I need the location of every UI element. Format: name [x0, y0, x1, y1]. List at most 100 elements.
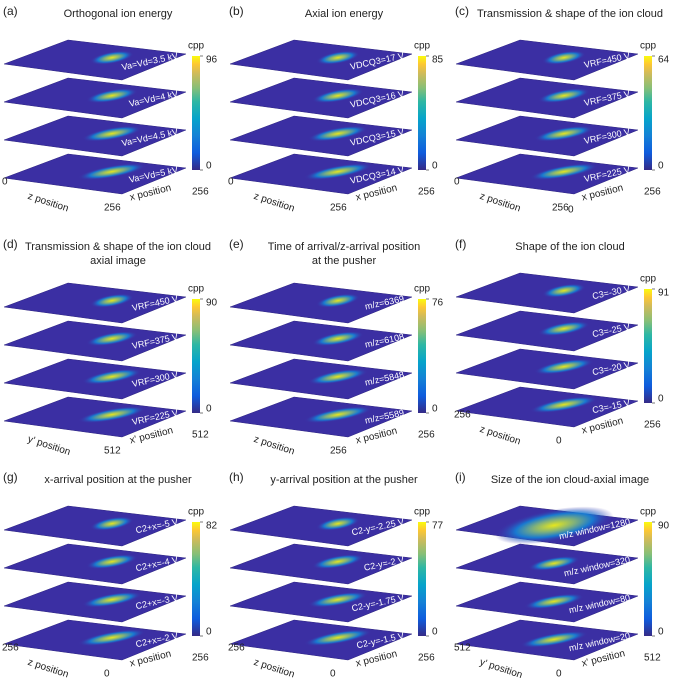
axis-label: y' position	[478, 657, 523, 681]
panel: (h) y-arrival position at the pusherC2-y=…	[228, 470, 444, 680]
colorbar-tick-label: 0	[206, 404, 212, 415]
ion-cloud	[312, 331, 364, 347]
colorbar-label: cpp	[640, 41, 657, 52]
panel: (d) Transmission & shape of the ion cloud…	[3, 237, 218, 458]
colorbar	[644, 522, 652, 636]
axis-tick-label: 0	[556, 669, 562, 680]
colorbar-tick-label: 96	[206, 55, 218, 66]
panel-title: Transmission & shape of the ion cloud	[25, 241, 211, 253]
colorbar-label: cpp	[640, 507, 657, 518]
ion-cloud	[524, 593, 584, 610]
colorbar-tick-label: 0	[432, 404, 438, 415]
ion-cloud	[316, 50, 360, 65]
panel-letter: (i)	[455, 470, 466, 484]
ion-cloud	[534, 358, 594, 375]
panel-letter: (h)	[229, 470, 244, 484]
colorbar-label: cpp	[188, 507, 205, 518]
ion-cloud	[308, 591, 368, 608]
ion-cloud	[308, 125, 368, 142]
colorbar-tick-label: 77	[432, 521, 444, 532]
ion-cloud	[530, 396, 598, 414]
axis-tick-label: 512	[192, 430, 209, 441]
panel-letter: (g)	[3, 470, 18, 484]
colorbar-label: cpp	[414, 284, 431, 295]
colorbar	[192, 299, 200, 413]
colorbar-tick-label: 0	[432, 161, 438, 172]
axis-tick-label: 256	[418, 187, 435, 198]
axis-tick-label: 256	[228, 643, 245, 654]
panel: (i) Size of the ion cloud-axial imagem/z …	[454, 470, 670, 681]
colorbar-tick-label: 0	[658, 394, 664, 405]
axis-label: z position	[26, 657, 70, 681]
ion-cloud	[78, 163, 146, 181]
axis-tick-label: 0	[2, 177, 8, 188]
axis-label: z position	[478, 191, 522, 215]
axis-tick-label: 256	[192, 653, 209, 664]
axis-tick-label: 0	[330, 669, 336, 680]
ion-cloud	[86, 88, 138, 104]
panel-title: Size of the ion cloud-axial image	[491, 474, 649, 486]
axis-tick-label: 256	[418, 430, 435, 441]
panel-letter: (b)	[229, 4, 244, 18]
ion-cloud	[542, 50, 586, 65]
colorbar-tick-label: 0	[206, 627, 212, 638]
axis-tick-label: 256	[330, 203, 347, 214]
colorbar	[192, 522, 200, 636]
ion-cloud	[78, 629, 146, 647]
axis-tick-label: 256	[330, 446, 347, 457]
panel: (e) Time of arrival/z-arrival position at …	[229, 237, 444, 457]
ion-cloud	[530, 163, 598, 181]
panel: (c) Transmission & shape of the ion cloud…	[454, 4, 670, 215]
axis-tick-label: 512	[104, 446, 121, 457]
axis-tick-label: 256	[644, 420, 661, 431]
colorbar-tick-label: 90	[658, 521, 670, 532]
colorbar	[644, 56, 652, 170]
colorbar	[644, 289, 652, 403]
axis-tick-label: 512	[454, 643, 471, 654]
panel-letter: (f)	[455, 237, 466, 251]
panel-title: x-arrival position at the pusher	[44, 474, 192, 486]
axis-label: z position	[26, 191, 70, 215]
panel-letter: (c)	[455, 4, 469, 18]
ion-cloud	[520, 631, 588, 648]
colorbar-label: cpp	[640, 274, 657, 285]
axis-tick-label: 0	[568, 205, 574, 216]
colorbar	[418, 522, 426, 636]
ion-cloud	[528, 555, 580, 571]
panel-title: Axial ion energy	[305, 8, 384, 20]
ion-cloud	[534, 125, 594, 142]
axis-tick-label: 256	[644, 187, 661, 198]
colorbar-tick-label: 0	[658, 627, 664, 638]
colorbar	[418, 56, 426, 170]
axis-tick-label: 0	[104, 669, 110, 680]
ion-cloud	[304, 406, 372, 424]
ion-cloud	[304, 629, 372, 647]
panel-letter: (e)	[229, 237, 244, 251]
axis-tick-label: 0	[556, 436, 562, 447]
axis-tick-label: 256	[2, 643, 19, 654]
colorbar-tick-label: 76	[432, 298, 444, 309]
ion-cloud	[312, 554, 364, 570]
panel-title: at the pusher	[312, 255, 377, 267]
colorbar-tick-label: 82	[206, 521, 218, 532]
colorbar-tick-label: 0	[432, 627, 438, 638]
colorbar-tick-label: 64	[658, 55, 670, 66]
colorbar-label: cpp	[414, 41, 431, 52]
colorbar	[418, 299, 426, 413]
panel-title: axial image	[90, 255, 146, 267]
ion-cloud	[90, 516, 134, 531]
panel-letter: (d)	[3, 237, 18, 251]
ion-cloud	[494, 506, 614, 545]
ion-cloud	[86, 554, 138, 570]
colorbar-label: cpp	[414, 507, 431, 518]
panel-title: Orthogonal ion energy	[64, 8, 173, 20]
ion-cloud	[542, 283, 586, 298]
ion-cloud	[82, 125, 142, 142]
ion-cloud	[82, 368, 142, 385]
colorbar	[192, 56, 200, 170]
ion-cloud	[312, 88, 364, 104]
